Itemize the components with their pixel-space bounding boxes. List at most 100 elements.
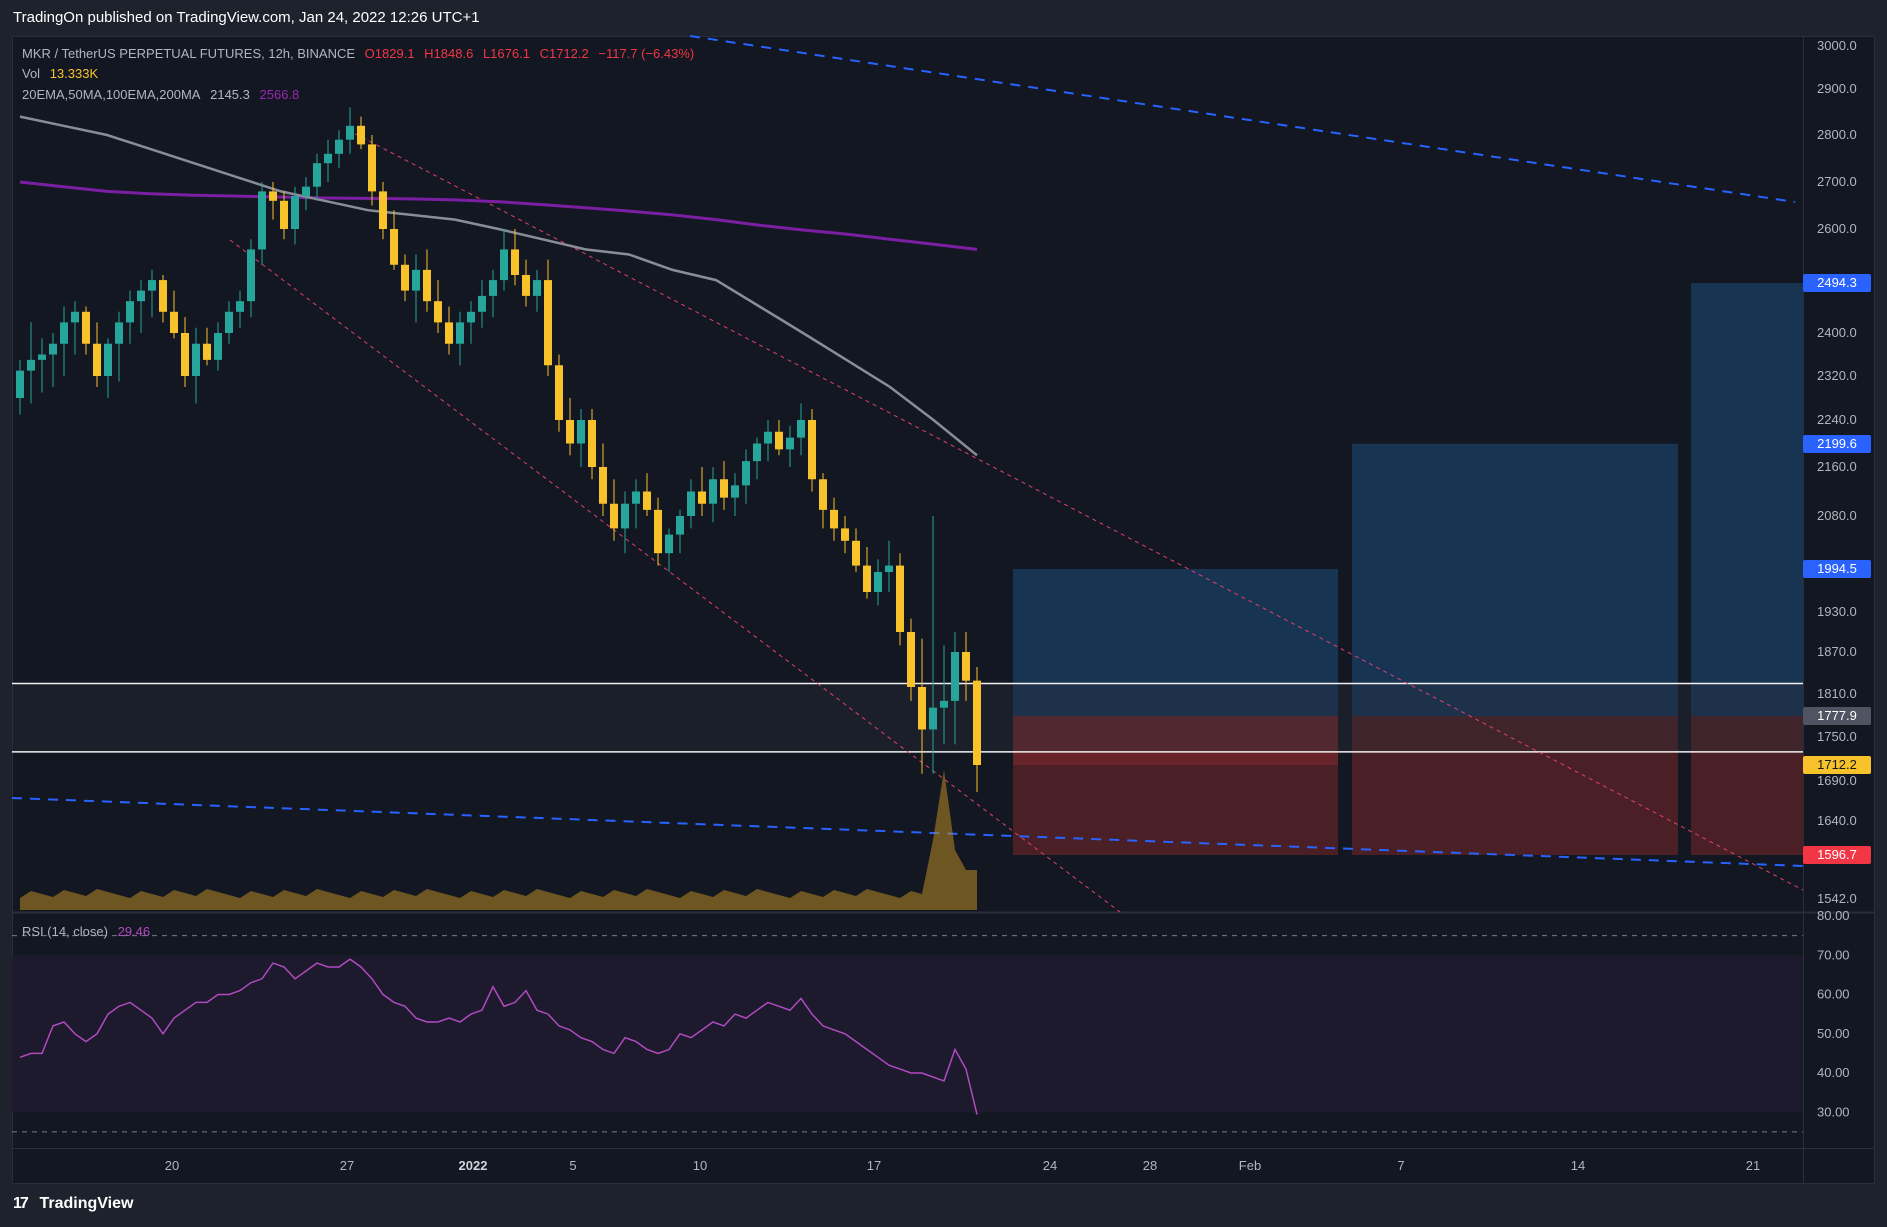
time-axis-label: 17: [867, 1158, 881, 1173]
candle-body: [544, 280, 552, 366]
trendline-upper: [689, 35, 1796, 203]
candle-body: [709, 479, 717, 504]
price-tag-entry: 1777.9: [1803, 707, 1871, 725]
tradingview-logo[interactable]: 17 TradingView: [13, 1195, 133, 1213]
candle-body: [621, 503, 629, 529]
candle-body: [940, 700, 948, 708]
price-tag-target-1: 1994.5: [1803, 560, 1871, 578]
price-axis-tick: 2160.0: [1817, 459, 1857, 474]
ma-line-100: [19, 115, 978, 457]
legend-rsi-row: RSI (14, close) 29.46: [22, 924, 156, 939]
legend-volume-row: Vol 13.333K: [22, 66, 104, 81]
candle-body: [434, 301, 442, 323]
price-tag-target-2: 2199.6: [1803, 434, 1871, 453]
candle-body: [907, 632, 915, 687]
candle-body: [247, 249, 255, 302]
candle-body: [929, 707, 937, 730]
rsi-line: [19, 958, 978, 1115]
candle-body: [170, 311, 178, 333]
legend-vol-value: 13.333K: [49, 66, 99, 81]
price-axis-tick: 2600.0: [1817, 221, 1857, 236]
candle-body: [632, 491, 640, 504]
candle-body: [225, 311, 233, 333]
rsi-axis-tick: 30.00: [1817, 1104, 1850, 1119]
candle-body: [93, 343, 101, 376]
candle-body: [599, 467, 607, 504]
candle-body: [16, 370, 24, 398]
ma-line-200: [19, 180, 978, 251]
candle-body: [874, 572, 882, 592]
stop-zone-3: [1691, 716, 1803, 855]
candle-body: [533, 280, 541, 296]
price-axis-tick: 1640.0: [1817, 813, 1857, 828]
time-axis-label: 28: [1143, 1158, 1157, 1173]
candle-body: [896, 565, 904, 632]
candle-body: [280, 200, 288, 229]
rsi-axis-tick: 50.00: [1817, 1026, 1850, 1041]
candle-body: [819, 479, 827, 510]
candle-body: [401, 264, 409, 291]
candle-body: [82, 311, 90, 344]
candle-body: [181, 333, 189, 376]
stop-zone-2: [1352, 716, 1678, 855]
legend-close: C1712.2: [539, 46, 589, 61]
candle-body: [830, 509, 838, 529]
candle-body: [610, 503, 618, 529]
top-bar: TradingOn published on TradingView.com, …: [0, 0, 1887, 36]
legend-symbol-row: MKR / TetherUS PERPETUAL FUTURES, 12h, B…: [22, 46, 700, 61]
legend-ma-value-2: 2566.8: [259, 87, 300, 102]
candle-body: [71, 311, 79, 323]
channel-lower: [229, 239, 1121, 913]
price-axis-tick: 2320.0: [1817, 368, 1857, 383]
time-axis-label: 27: [340, 1158, 354, 1173]
time-axis-label: 24: [1043, 1158, 1057, 1173]
candle-body: [357, 125, 365, 145]
candle-body: [258, 191, 266, 250]
candle-body: [38, 354, 46, 360]
candle-body: [346, 125, 354, 140]
legend-vol-label: Vol: [22, 66, 41, 81]
time-axis-label: 5: [569, 1158, 576, 1173]
candle-body: [313, 163, 321, 187]
rsi-axis-tick: 60.00: [1817, 987, 1850, 1002]
price-axis-tick: 1930.0: [1817, 604, 1857, 619]
candle-body: [500, 249, 508, 281]
candle-body: [236, 301, 244, 312]
candle-body: [720, 479, 728, 498]
legend-ma-label: 20EMA,50MA,100EMA,200MA: [22, 87, 201, 102]
time-axis-label: 7: [1397, 1158, 1404, 1173]
price-tag-target-3: 2494.3: [1803, 274, 1871, 292]
candle-body: [412, 269, 420, 291]
candle-body: [368, 144, 376, 192]
candle-body: [522, 274, 530, 296]
legend-symbol: MKR / TetherUS PERPETUAL FUTURES, 12h, B…: [22, 46, 356, 61]
candle-body: [49, 343, 57, 355]
price-axis-tick: 1810.0: [1817, 686, 1857, 701]
rsi-axis-tick: 70.00: [1817, 947, 1850, 962]
legend-change: −117.7 (−6.43%): [598, 46, 695, 61]
candle-body: [126, 301, 134, 323]
candle-body: [478, 295, 486, 312]
candle-body: [423, 269, 431, 302]
candle-body: [302, 186, 310, 197]
candle-body: [775, 431, 783, 450]
candle-body: [27, 359, 35, 371]
candle-body: [104, 343, 112, 376]
rsi-axis-tick: 40.00: [1817, 1065, 1850, 1080]
price-tag-stop: 1596.7: [1803, 846, 1871, 864]
loss-progress-zone: [1013, 716, 1338, 765]
volume-area: [20, 770, 977, 910]
candle-body: [962, 652, 970, 681]
candle-body: [203, 343, 211, 360]
price-axis-tick: 1750.0: [1817, 729, 1857, 744]
rsi-band: [12, 955, 1803, 1113]
candle-body: [379, 191, 387, 229]
candle-body: [555, 365, 563, 420]
tradingview-logo-text: TradingView: [39, 1195, 134, 1212]
candle-body: [885, 565, 893, 572]
price-axis-tick: 1542.0: [1817, 891, 1857, 906]
channel-upper: [347, 129, 1804, 891]
price-axis-tick: 2800.0: [1817, 127, 1857, 142]
candle-body: [731, 485, 739, 498]
